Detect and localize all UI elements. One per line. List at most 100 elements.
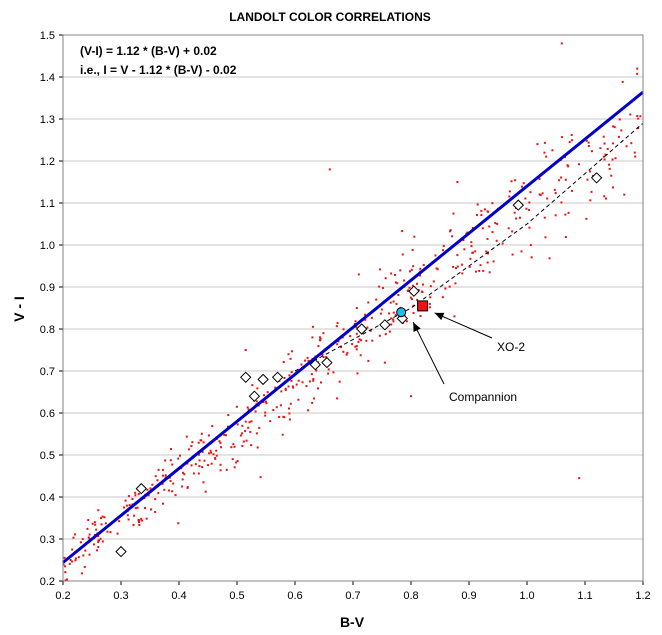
star-point [411, 249, 414, 252]
star-point [514, 179, 517, 182]
star-point [305, 385, 308, 388]
star-point [297, 379, 300, 382]
star-point [456, 265, 459, 268]
star-point [491, 231, 494, 234]
star-point [491, 202, 494, 205]
star-point [369, 329, 372, 332]
star-point [94, 523, 97, 526]
star-point [399, 269, 402, 272]
star-point [359, 354, 362, 357]
star-point [380, 308, 383, 311]
special-markers [115, 172, 603, 558]
y-tick-label: 1.4 [40, 72, 55, 84]
star-point [355, 307, 358, 310]
star-point [321, 353, 324, 356]
star-point [250, 444, 253, 447]
star-point [128, 504, 131, 507]
star-point [522, 182, 525, 185]
star-point [328, 168, 331, 171]
chart-title: LANDOLT COLOR CORRELATIONS [229, 10, 431, 24]
star-point [98, 539, 101, 542]
star-point [68, 562, 71, 565]
diamond-marker [590, 172, 603, 184]
star-point [327, 368, 330, 371]
star-point [233, 466, 236, 469]
star-point [480, 213, 483, 216]
star-point [390, 272, 393, 275]
star-point [265, 402, 268, 405]
star-point [389, 301, 392, 304]
star-point [419, 274, 422, 277]
star-point [564, 213, 567, 216]
star-point [247, 408, 250, 411]
star-point [463, 248, 466, 251]
star-point [149, 487, 152, 490]
star-point [608, 167, 611, 170]
star-point [538, 177, 541, 180]
diamond-marker [309, 358, 322, 371]
star-point [255, 400, 258, 403]
star-point [317, 387, 320, 390]
star-point [394, 281, 397, 284]
star-point [630, 142, 633, 145]
star-point [300, 363, 303, 366]
x-tick-label: 0.6 [287, 590, 302, 602]
star-point [161, 482, 164, 485]
star-point [247, 426, 250, 429]
star-point [639, 115, 642, 118]
star-point [521, 185, 524, 188]
y-tick-label: 0.7 [40, 366, 55, 378]
star-point [295, 383, 298, 386]
star-point [364, 313, 367, 316]
star-point [553, 188, 556, 191]
star-point [203, 459, 206, 462]
star-point [613, 126, 616, 129]
star-point [256, 387, 259, 390]
star-point [244, 349, 247, 351]
star-point [325, 356, 328, 359]
star-point [384, 277, 387, 280]
star-point [97, 546, 100, 549]
star-point [215, 449, 218, 452]
x-tick-label: 1.2 [635, 590, 650, 602]
star-point [208, 452, 211, 455]
star-point [611, 158, 614, 161]
star-point [96, 549, 99, 552]
star-point [603, 142, 606, 145]
star-point [169, 459, 172, 462]
grid-lines [63, 76, 643, 540]
star-point [336, 397, 339, 400]
star-point [156, 479, 159, 482]
star-point [207, 464, 210, 467]
star-point [557, 179, 560, 182]
star-point [355, 348, 358, 351]
star-point [487, 252, 490, 255]
star-point [413, 235, 416, 238]
star-point [358, 338, 361, 341]
star-point [116, 532, 119, 535]
star-point [618, 118, 621, 121]
star-point [312, 379, 315, 382]
star-point [318, 339, 321, 342]
star-point [198, 465, 201, 468]
star-point [99, 537, 102, 540]
star-point [291, 385, 294, 388]
star-point [322, 356, 325, 359]
star-point [355, 326, 358, 329]
star-point [507, 227, 510, 230]
star-point [239, 434, 242, 437]
y-tick-label: 0.3 [40, 534, 55, 546]
star-point [127, 495, 130, 498]
star-point [123, 506, 126, 509]
star-point [429, 296, 432, 299]
star-point [589, 199, 592, 202]
star-point [435, 267, 438, 270]
star-point [264, 400, 267, 403]
star-point [554, 192, 557, 195]
star-point [543, 141, 546, 144]
star-point [154, 511, 157, 514]
star-point [546, 197, 549, 200]
star-point [162, 474, 165, 477]
star-point [590, 190, 593, 193]
star-point [633, 151, 636, 154]
